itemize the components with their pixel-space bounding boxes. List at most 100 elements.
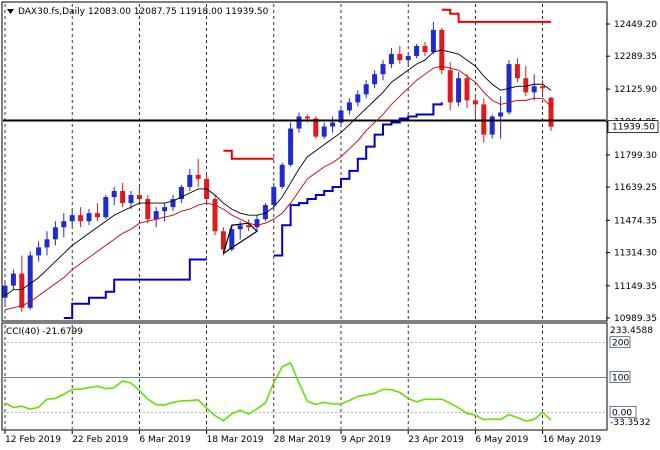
candle [489,114,495,139]
candle [355,90,361,107]
price-tick-label: 11149.35 [614,282,657,292]
cci-label: CCI(40) -21.6799 [6,327,83,337]
candle [363,80,369,99]
candle [2,281,8,306]
candle-body [514,64,520,79]
candle [464,74,470,109]
price-tick-label: 12289.35 [614,52,657,62]
candle-body [103,197,109,218]
ma-fast-line [4,49,552,297]
candle [128,190,134,210]
candle-body [447,70,453,103]
candle [103,195,109,220]
candle-body [254,219,260,228]
cci-level-tag [609,371,631,383]
candle-body [523,78,529,93]
candle [414,43,420,59]
candle-body [36,247,42,256]
time-label: 22 Feb 2019 [72,435,128,445]
candle-body [212,199,218,232]
candle-body [229,229,235,250]
candle-body [44,239,50,248]
candle [120,182,126,208]
time-label: 9 Apr 2019 [341,435,391,445]
candle [296,112,302,133]
candle-body [61,221,67,228]
price-tick-label: 12125.90 [614,85,657,95]
candle-body [296,116,302,129]
candle-body [498,112,504,117]
candle [19,255,25,312]
trailing-support-line [273,102,443,257]
candle-body [162,207,168,212]
candle [346,98,352,115]
candle [321,122,327,139]
price-panel-frame [1,1,608,322]
candle [10,269,16,290]
current-price-label: 11939.50 [612,123,655,133]
cci-top-value: 233.4588 [610,326,653,336]
candle-body [422,45,428,53]
candle [540,80,546,95]
price-tick-label: 11314.30 [614,249,657,259]
ohlc-label: 12083.00 12087.75 11918.00 11939.50 [88,7,269,17]
candle-body [313,118,319,137]
trailing-support-line [63,258,207,319]
candle [44,231,50,256]
candle [162,203,168,222]
candle-body [153,211,159,220]
ma-slow-line [4,65,552,311]
candle-body [120,190,126,204]
cci-level-label: 200 [612,339,629,349]
candle [338,108,344,125]
candle [145,195,151,224]
candle [330,116,336,133]
candle-body [464,78,470,101]
time-label: 6 May 2019 [475,435,528,445]
candle [498,96,504,139]
price-tick-label: 12449.20 [614,20,657,30]
candle-body [288,128,294,165]
candle [262,203,268,222]
candle [506,60,512,115]
candle-body [170,199,176,208]
candle [178,184,184,204]
candle-body [430,29,436,53]
candle-body [279,164,285,187]
price-tick-label: 10989.35 [614,314,657,324]
trailing-resistance-line [223,149,274,160]
candle-body [489,116,495,135]
candle [279,162,285,189]
candle [447,62,453,111]
dropdown-triangle-icon[interactable] [7,9,14,14]
candle [548,96,554,131]
time-label: 28 Mar 2019 [274,435,331,445]
candle [69,209,75,228]
price-tick-label: 11799.30 [614,151,657,161]
time-label: 18 Mar 2019 [207,435,264,445]
cci-level-label: 100 [612,374,629,384]
candle [78,207,84,228]
candle [27,251,33,310]
candle [422,41,428,57]
candle-body [548,97,554,127]
candle-body [52,227,58,240]
candle-body [111,190,117,198]
candle-body [128,195,134,204]
candle [271,182,277,208]
candle-body [145,199,151,220]
candle [531,74,537,101]
candle [212,195,218,236]
candle-body [355,94,361,103]
candle-body [414,45,420,57]
time-label: 12 Feb 2019 [5,435,61,445]
candle-body [372,74,378,85]
candle-body [187,174,193,187]
candle-body [2,285,8,298]
candle [405,52,411,65]
candle [456,72,462,107]
candle-body [86,213,92,222]
candle-body [531,86,537,93]
candle [61,213,67,238]
